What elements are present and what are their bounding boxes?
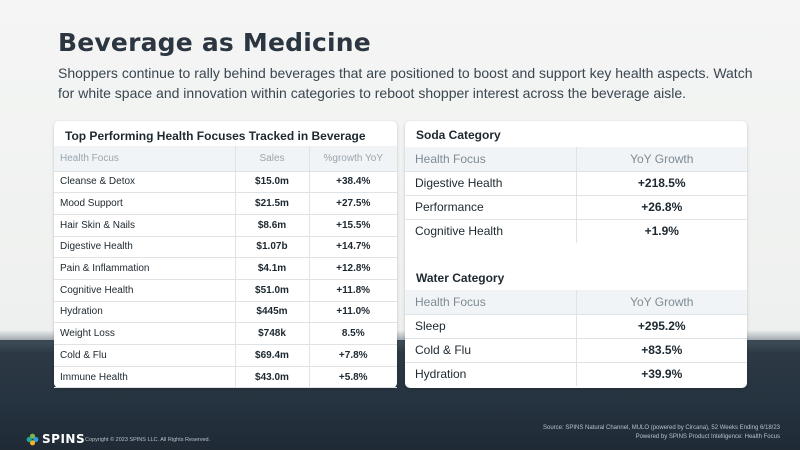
health-focus-cell: Weight Loss [54, 322, 235, 345]
table-row: Immune Health $43.0m +5.8% [54, 366, 397, 389]
health-focus-table: Health Focus Sales %growth YoY Cleanse &… [54, 146, 397, 389]
table-row: Hair Skin & Nails $8.6m +15.5% [54, 214, 397, 237]
table-row: Mood Support $21.5m +27.5% [54, 192, 397, 215]
page-title: Beverage as Medicine [58, 28, 371, 57]
health-focus-cell: Cold & Flu [405, 338, 576, 363]
copyright-text: Copyright © 2023 SPINS LLC. All Rights R… [85, 437, 211, 443]
health-focus-cell: Hair Skin & Nails [54, 214, 235, 237]
sales-cell: $8.6m [234, 214, 309, 237]
table-header-row: Health Focus YoY Growth [405, 290, 747, 315]
sales-cell: $21.5m [234, 192, 309, 215]
logo-text: SPINS [42, 432, 86, 446]
growth-cell: +12.8% [308, 257, 397, 280]
table-header-row: Health Focus YoY Growth [405, 147, 747, 172]
health-focus-cell: Immune Health [54, 366, 235, 389]
sales-cell: $445m [234, 301, 309, 324]
growth-cell: +14.7% [308, 236, 397, 259]
growth-cell: +38.4% [308, 171, 397, 194]
table-row: Cleanse & Detox $15.0m +38.4% [54, 171, 397, 194]
health-focus-cell: Hydration [54, 301, 235, 324]
column-header-yoy-growth: YoY Growth [575, 147, 747, 172]
table-row: Cold & Flu $69.4m +7.8% [54, 344, 397, 367]
health-focus-cell: Digestive Health [405, 171, 576, 196]
growth-cell: +295.2% [575, 314, 747, 339]
table-row: Cognitive Health $51.0m +11.8% [54, 279, 397, 302]
sales-cell: $1.07b [234, 236, 309, 259]
column-header-sales: Sales [234, 146, 309, 172]
table-row: Cold & Flu +83.5% [405, 338, 747, 363]
health-focus-cell: Cognitive Health [54, 279, 235, 302]
sales-cell: $748k [234, 322, 309, 345]
health-focus-cell: Sleep [405, 314, 576, 339]
water-category-table: Health Focus YoY Growth Sleep +295.2% Col… [405, 290, 747, 386]
column-header-health-focus: Health Focus [405, 147, 576, 172]
table-row: Digestive Health +218.5% [405, 171, 747, 196]
health-focus-cell: Pain & Inflammation [54, 257, 235, 280]
table-row: Sleep +295.2% [405, 314, 747, 339]
panel-title: Top Performing Health Focuses Tracked in… [65, 129, 366, 143]
growth-cell: +7.8% [308, 344, 397, 367]
growth-cell: 8.5% [308, 322, 397, 345]
table-row: Performance +26.8% [405, 195, 747, 220]
column-header-health-focus: Health Focus [54, 146, 235, 172]
health-focus-cell: Performance [405, 195, 576, 220]
health-focus-panel: Top Performing Health Focuses Tracked in… [54, 121, 397, 389]
sales-cell: $43.0m [234, 366, 309, 389]
table-row: Digestive Health $1.07b +14.7% [54, 236, 397, 259]
spins-logo: SPINS [26, 432, 85, 446]
sales-cell: $51.0m [234, 279, 309, 302]
growth-cell: +11.0% [308, 301, 397, 324]
table-row: Cognitive Health +1.9% [405, 219, 747, 243]
sales-cell: $15.0m [234, 171, 309, 194]
growth-cell: +5.8% [308, 366, 397, 389]
table-row: Hydration +39.9% [405, 362, 747, 386]
growth-cell: +1.9% [575, 219, 747, 243]
page-subtitle: Shoppers continue to rally behind bevera… [58, 65, 753, 101]
health-focus-cell: Hydration [415, 367, 467, 382]
table-header-row: Health Focus Sales %growth YoY [54, 146, 397, 172]
growth-cell: +15.5% [308, 214, 397, 237]
column-header-growth: %growth YoY [308, 146, 397, 172]
growth-cell: +27.5% [308, 192, 397, 215]
health-focus-cell: Mood Support [54, 192, 235, 215]
source-line: Powered by SPINS Product Intelligence: H… [635, 434, 780, 440]
spins-flower-icon [26, 433, 39, 445]
soda-category-table: Health Focus YoY Growth Digestive Health… [405, 147, 747, 243]
health-focus-cell: Cleanse & Detox [54, 171, 235, 194]
health-focus-cell: Digestive Health [54, 236, 235, 259]
table-row: Hydration $445m +11.0% [54, 301, 397, 324]
sales-cell: $69.4m [234, 344, 309, 367]
growth-cell: +218.5% [575, 171, 747, 196]
water-category-title: Water Category [416, 271, 505, 285]
category-panel: Soda Category Health Focus YoY Growth Di… [405, 121, 747, 388]
growth-cell: +39.9% [575, 362, 747, 386]
growth-cell: +26.8% [575, 195, 747, 220]
table-row: Weight Loss $748k 8.5% [54, 322, 397, 345]
source-note: Source: SPINS Natural Channel, MULO (pow… [543, 424, 780, 442]
source-line: Source: SPINS Natural Channel, MULO (pow… [542, 425, 780, 431]
growth-cell: +83.5% [575, 338, 747, 363]
health-focus-cell: Cold & Flu [54, 344, 235, 367]
sales-cell: $4.1m [234, 257, 309, 280]
column-header-yoy-growth: YoY Growth [575, 290, 747, 315]
table-row: Pain & Inflammation $4.1m +12.8% [54, 257, 397, 280]
growth-cell: +11.8% [308, 279, 397, 302]
soda-category-title: Soda Category [416, 128, 501, 142]
health-focus-cell: Cognitive Health [415, 224, 504, 239]
column-header-health-focus: Health Focus [405, 290, 576, 315]
